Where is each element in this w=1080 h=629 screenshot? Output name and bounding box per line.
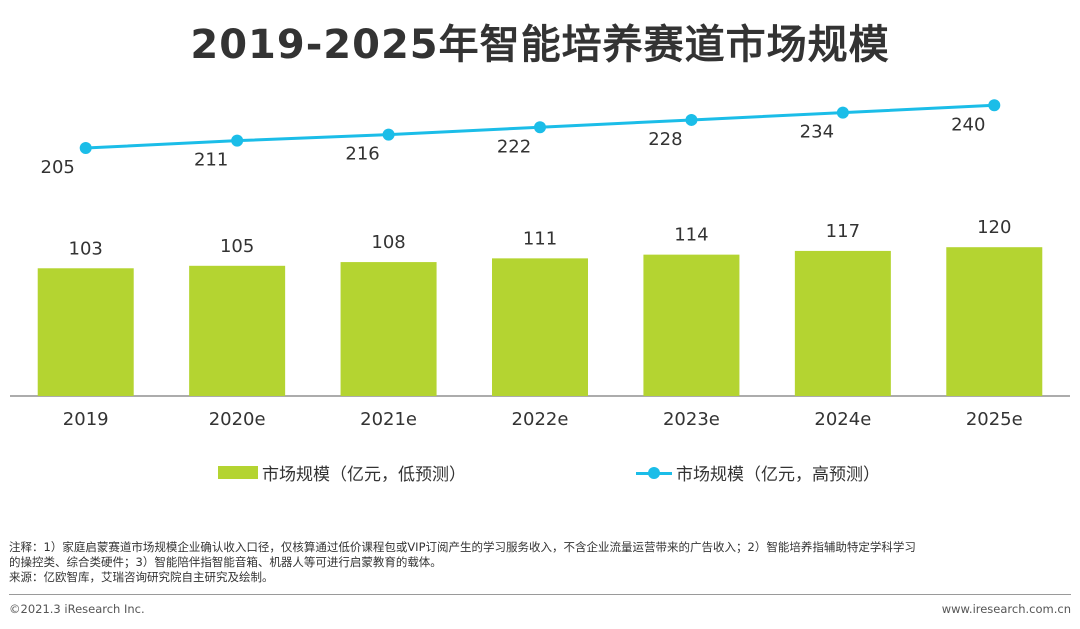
line-label-2022e: 222 — [497, 136, 531, 157]
chart-title: 2019-2025年智能培养赛道市场规模 — [190, 22, 890, 68]
bar-label-2019: 103 — [69, 238, 103, 259]
footer-copyright: ©2021.3 iResearch Inc. — [9, 602, 145, 616]
line-point-2025e — [988, 99, 1001, 112]
footer-website: www.iresearch.com.cn — [941, 602, 1071, 616]
line-point-2021e — [382, 128, 395, 141]
bar-label-2020e: 105 — [220, 236, 254, 257]
line-label-2021e: 216 — [345, 144, 379, 165]
line-point-2023e — [685, 113, 698, 126]
source-line: 来源：亿欧智库，艾瑞咨询研究院自主研究及绘制。 — [9, 570, 274, 584]
line-label-2023e: 228 — [648, 129, 682, 150]
legend-item-line: 市场规模（亿元，高预测） — [636, 460, 880, 485]
bar-label-2025e: 120 — [977, 217, 1011, 238]
footer-divider — [9, 594, 1071, 595]
bar-label-2023e: 114 — [674, 225, 708, 246]
line-point-2019 — [79, 142, 92, 154]
chart-legend: 市场规模（亿元，低预测） 市场规模（亿元，高预测） — [0, 460, 1080, 485]
x-tick-label-2022e: 2022e — [512, 409, 569, 430]
legend-item-bar: 市场规模（亿元，低预测） — [218, 460, 466, 485]
bar-2019 — [37, 268, 134, 396]
x-tick-label-2021e: 2021e — [360, 409, 417, 430]
bar-2025e — [946, 247, 1043, 396]
note-line-2: 的操控类、综合类硬件；3）智能陪伴指智能音箱、机器人等可进行启蒙教育的载体。 — [9, 555, 442, 569]
note-line-1: 注释：1）家庭启蒙赛道市场规模企业确认收入口径，仅核算通过低价课程包或VIP订阅… — [9, 540, 916, 554]
bar-2023e — [643, 254, 740, 396]
bar-2024e — [794, 250, 891, 396]
x-tick-label-2019: 2019 — [63, 409, 109, 430]
bar-2021e — [340, 262, 437, 396]
legend-line-swatch — [636, 466, 672, 480]
chart-canvas: 103 2019 105 2020e 108 2021e 111 2022e 114 2023e 1… — [10, 99, 1070, 430]
line-point-2022e — [534, 121, 546, 134]
line-label-2025e: 240 — [951, 114, 985, 135]
x-tick-label-2023e: 2023e — [663, 409, 720, 430]
legend-label-bar: 市场规模（亿元，低预测） — [262, 465, 466, 485]
legend-bar-swatch — [218, 466, 258, 479]
chart-notes: 注释：1）家庭启蒙赛道市场规模企业确认收入口径，仅核算通过低价课程包或VIP订阅… — [9, 540, 1071, 585]
x-tick-label-2020e: 2020e — [209, 409, 266, 430]
x-tick-label-2025e: 2025e — [966, 409, 1023, 430]
line-point-2024e — [836, 106, 849, 119]
bar-label-2024e: 117 — [826, 221, 860, 242]
x-tick-label-2024e: 2024e — [814, 409, 871, 430]
line-label-2024e: 234 — [800, 122, 834, 143]
bar-label-2022e: 111 — [523, 228, 557, 249]
bar-2020e — [189, 265, 286, 396]
legend-label-line: 市场规模（亿元，高预测） — [676, 465, 880, 485]
line-label-2020e: 211 — [194, 150, 228, 171]
bar-label-2021e: 108 — [371, 232, 405, 253]
line-point-2020e — [231, 134, 244, 147]
line-label-2019: 205 — [41, 157, 75, 178]
bar-2022e — [492, 258, 588, 396]
